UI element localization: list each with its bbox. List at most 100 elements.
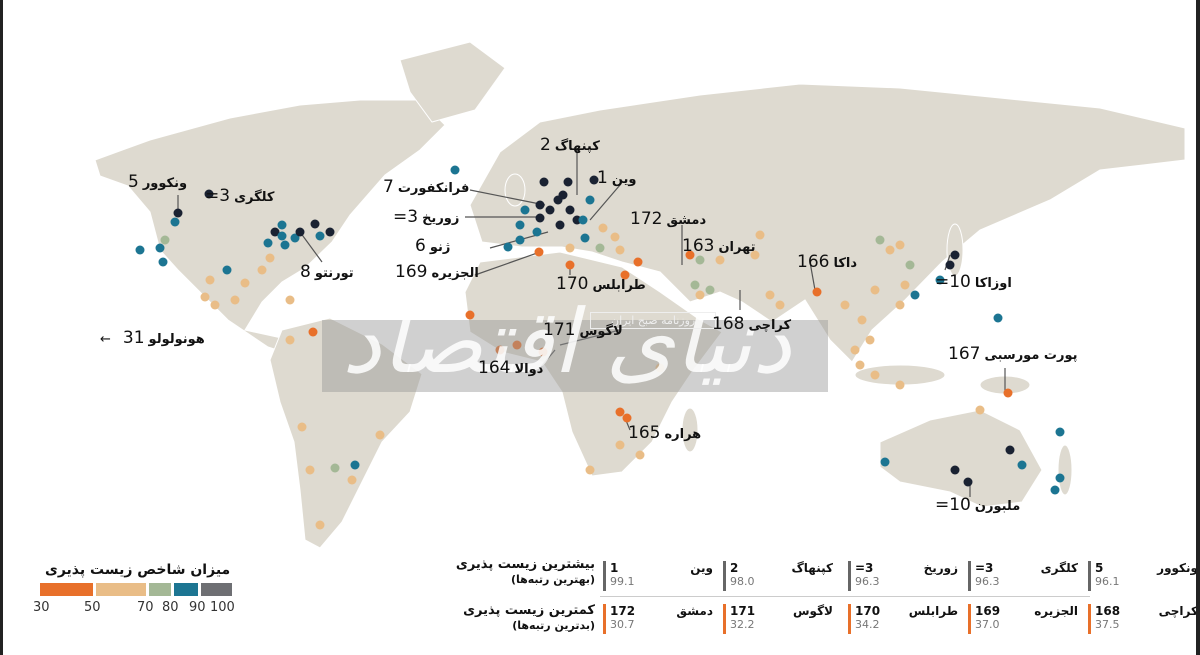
city-dot bbox=[840, 300, 850, 310]
label-rank: 170 bbox=[556, 274, 589, 294]
city-dot bbox=[210, 300, 220, 310]
city-dot bbox=[257, 265, 267, 275]
city-dot bbox=[280, 240, 290, 250]
city-dot bbox=[450, 165, 460, 175]
worst-subtitle: (بدترین رتبه‌ها) bbox=[512, 619, 595, 632]
city-dot bbox=[935, 275, 945, 285]
table-divider bbox=[600, 596, 1090, 597]
city-dot bbox=[155, 243, 165, 253]
label-rank: =10 bbox=[935, 495, 971, 515]
city-dot bbox=[578, 215, 588, 225]
city-dot bbox=[205, 275, 215, 285]
city-dot bbox=[900, 280, 910, 290]
label-rank: 2 bbox=[540, 135, 551, 155]
city-dot bbox=[315, 520, 325, 530]
city-dot bbox=[270, 227, 280, 237]
best-city-cell: =3 کلگری 96.3 bbox=[968, 561, 1078, 591]
label-name: فرانکفورت bbox=[397, 181, 470, 196]
map-label-vancouver: 5 ونکوور bbox=[128, 172, 187, 192]
label-name: هونولولو bbox=[148, 332, 205, 347]
city-dot bbox=[263, 238, 273, 248]
city-rank: 2 bbox=[730, 561, 739, 575]
city-rank: 5 bbox=[1095, 561, 1104, 575]
city-dot bbox=[620, 270, 630, 280]
city-dot bbox=[565, 260, 575, 270]
best-city-cell: 1 وین 99.1 bbox=[603, 561, 713, 591]
legend-title: میزان شاخص زیست پذیری bbox=[45, 562, 231, 578]
city-score: 96.3 bbox=[975, 575, 1000, 588]
legend-band-90-100 bbox=[201, 583, 232, 596]
city-name: الجزیره bbox=[1034, 604, 1078, 618]
city-dot bbox=[265, 253, 275, 263]
label-rank: 169 bbox=[395, 262, 428, 282]
label-name: ملبورن bbox=[974, 499, 1021, 514]
label-rank: 8 bbox=[300, 262, 311, 282]
city-dot bbox=[589, 175, 599, 185]
label-rank: 165 bbox=[628, 423, 661, 443]
label-rank: 166 bbox=[797, 252, 830, 272]
city-dot bbox=[715, 255, 725, 265]
city-dot bbox=[315, 231, 325, 241]
city-dot bbox=[204, 189, 214, 199]
legend-tick: 70 bbox=[137, 600, 154, 615]
label-name: دوالا bbox=[514, 362, 544, 377]
map-label-frankfurt: 7 فرانکفورت bbox=[383, 177, 469, 197]
city-dot bbox=[585, 465, 595, 475]
best-city-cell: 2 کپنهاگ 98.0 bbox=[723, 561, 833, 591]
label-rank: 7 bbox=[383, 177, 394, 197]
city-dot bbox=[240, 278, 250, 288]
city-score: 96.3 bbox=[855, 575, 880, 588]
label-rank: 168 bbox=[712, 314, 745, 334]
label-rank: 1 bbox=[597, 168, 608, 188]
australia bbox=[879, 409, 1043, 508]
city-dot bbox=[635, 450, 645, 460]
city-dot bbox=[297, 422, 307, 432]
legend-band-80-90 bbox=[174, 583, 198, 596]
map-label-harare: 165 هراره bbox=[628, 423, 701, 443]
city-dot bbox=[347, 475, 357, 485]
city-dot bbox=[563, 177, 573, 187]
city-rank: 168 bbox=[1095, 604, 1121, 618]
city-dot bbox=[993, 313, 1003, 323]
city-dot bbox=[585, 195, 595, 205]
city-dot bbox=[895, 300, 905, 310]
city-name: طرابلس bbox=[908, 604, 958, 618]
label-name: لاگوس bbox=[579, 324, 623, 339]
leader-line bbox=[589, 184, 621, 221]
city-dot bbox=[895, 380, 905, 390]
city-dot bbox=[595, 243, 605, 253]
map-label-lagos: 171 لاگوس bbox=[543, 320, 623, 340]
label-name: کلگری bbox=[234, 190, 275, 205]
city-dot bbox=[812, 287, 822, 297]
city-dot bbox=[598, 223, 608, 233]
city-name: وین bbox=[690, 561, 713, 575]
watermark-logo: دنیای اقتصاد bbox=[342, 290, 792, 393]
worst-city-cell: 170 طرابلس 34.2 bbox=[848, 604, 958, 634]
city-score: 99.1 bbox=[610, 575, 635, 588]
legend-tick: 90 bbox=[189, 600, 206, 615]
city-dot bbox=[622, 413, 632, 423]
city-dot bbox=[1005, 445, 1015, 455]
city-dot bbox=[515, 220, 525, 230]
city-rank: 171 bbox=[730, 604, 756, 618]
leader-line bbox=[809, 261, 816, 291]
city-dot bbox=[539, 177, 549, 187]
city-dot bbox=[950, 250, 960, 260]
label-name: هراره bbox=[664, 427, 702, 442]
label-rank: 163 bbox=[682, 236, 715, 256]
label-name: دمشق bbox=[666, 213, 707, 228]
city-dot bbox=[857, 315, 867, 325]
label-name: طرابلس bbox=[592, 278, 646, 293]
city-dot bbox=[910, 290, 920, 300]
city-name: لاگوس bbox=[793, 604, 833, 618]
city-name: زوریخ bbox=[923, 561, 958, 575]
map-label-port-moresby: 167 پورت مورسبی bbox=[948, 344, 1077, 364]
city-name: کپنهاگ bbox=[791, 561, 834, 575]
city-dot bbox=[963, 477, 973, 487]
city-score: 37.5 bbox=[1095, 618, 1120, 631]
leader-line bbox=[539, 349, 556, 369]
city-dot bbox=[865, 335, 875, 345]
worst-city-cell: 168 کراچی 37.5 bbox=[1088, 604, 1198, 634]
map-label-melbourne: =10 ملبورن bbox=[935, 495, 1020, 515]
label-name: ونکوور bbox=[142, 176, 188, 191]
